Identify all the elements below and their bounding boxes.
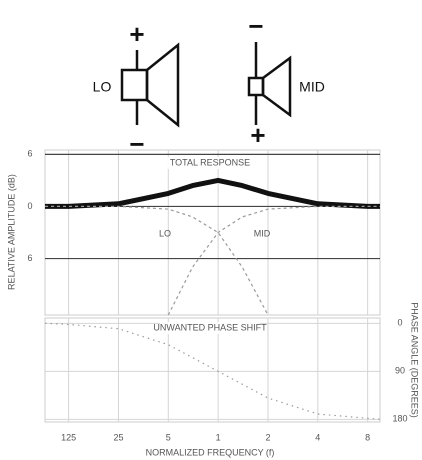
series-label: MID xyxy=(254,228,271,238)
x-tick-label: 25 xyxy=(113,432,123,442)
series-label: TOTAL RESPONSE xyxy=(170,157,250,167)
y-axis-label: RELATIVE AMPLITUDE (dB) xyxy=(6,174,16,290)
lo-bottom-sign: − xyxy=(129,129,144,159)
x-tick-label: 1 xyxy=(216,432,221,442)
y-tick-label: 90 xyxy=(395,366,405,376)
y-tick-label: 6 xyxy=(27,149,32,159)
series-line xyxy=(44,322,381,420)
mid-bottom-sign: + xyxy=(250,120,265,150)
x-tick-label: 8 xyxy=(365,432,370,442)
x-tick-label: 4 xyxy=(315,432,320,442)
plot-frame xyxy=(44,317,381,423)
x-tick-label: 125 xyxy=(61,432,76,442)
mid-top-sign: − xyxy=(248,11,263,41)
y2-axis-label: PHASE ANGLE (DEGREES) xyxy=(410,302,420,418)
lo-label: LO xyxy=(93,79,112,95)
mid-label: MID xyxy=(299,79,325,95)
mid-driver xyxy=(247,42,292,125)
label-bg xyxy=(160,322,260,334)
x-tick-label: 2 xyxy=(265,432,270,442)
series-line xyxy=(45,205,269,316)
y-tick-label: 6 xyxy=(27,253,32,263)
plot-frame xyxy=(44,149,381,316)
lo-top-sign: + xyxy=(129,19,144,49)
series-label: LO xyxy=(159,228,171,238)
label-bg xyxy=(160,157,260,169)
y-tick-label: 0 xyxy=(397,318,402,328)
series-line xyxy=(167,205,380,316)
x-tick-label: 5 xyxy=(166,432,171,442)
y-tick-label: 180 xyxy=(392,414,407,424)
lo-driver xyxy=(120,42,180,128)
y-tick-label: 0 xyxy=(27,201,32,211)
x-axis-label: NORMALIZED FREQUENCY (f) xyxy=(146,447,275,457)
series-label: UNWANTED PHASE SHIFT xyxy=(153,322,267,332)
series-line xyxy=(45,177,380,209)
